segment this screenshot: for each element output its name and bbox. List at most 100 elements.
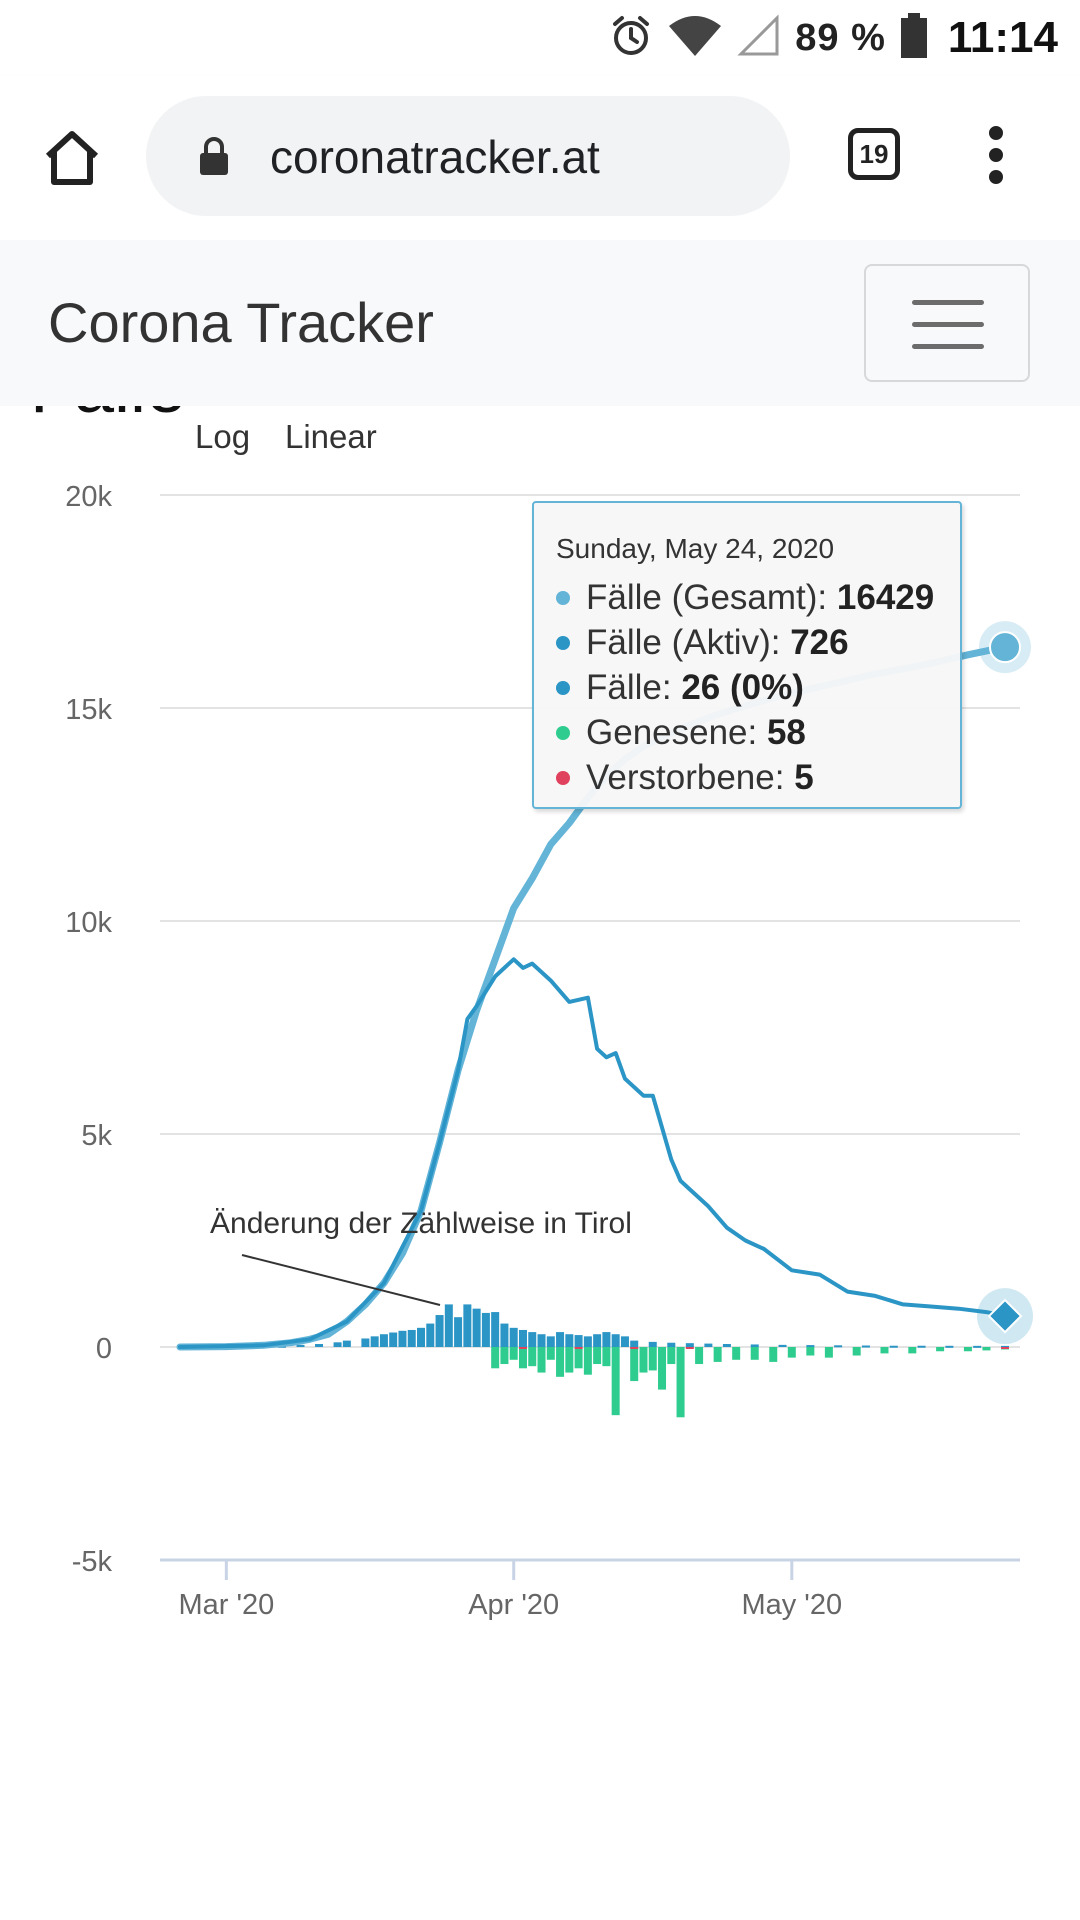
recovered-bar [648, 1347, 657, 1371]
x-tick-label: May '20 [741, 1589, 842, 1621]
bar-series [259, 1304, 1009, 1418]
active-cases-line [178, 957, 1007, 1349]
tooltip-date: Sunday, May 24, 2020 [556, 533, 835, 564]
recovered-bar [528, 1347, 537, 1367]
tooltip-dot-total [556, 590, 570, 605]
new-cases-bar [407, 1329, 416, 1347]
new-cases-bar [611, 1334, 620, 1347]
new-cases-bar [685, 1343, 694, 1347]
tooltip-dot-deaths [556, 770, 570, 785]
recovered-bar [630, 1347, 639, 1382]
new-cases-bar [342, 1340, 351, 1347]
annotation-label: Änderung der Zählweise in Tirol [210, 1207, 632, 1240]
new-cases-bar [574, 1335, 583, 1347]
log-scale-button[interactable]: Log [195, 418, 250, 455]
recovered-bar [537, 1347, 546, 1373]
recovered-bar [750, 1347, 759, 1360]
recovered-bar [676, 1347, 685, 1418]
tooltip-row-total: Fälle (Gesamt): 16429 [556, 575, 960, 620]
recovered-bar [556, 1347, 565, 1377]
recovered-bar [583, 1347, 592, 1375]
recovered-bar [611, 1347, 620, 1416]
annotation-group: Änderung der Zählweise in Tirol [210, 1207, 632, 1306]
wifi-icon [667, 14, 723, 63]
scale-toggle: Log Linear [195, 418, 377, 455]
new-cases-bar [750, 1344, 759, 1347]
active-hover-marker [987, 1298, 1023, 1334]
new-cases-bar [417, 1327, 426, 1347]
new-cases-bar [454, 1317, 463, 1347]
home-button[interactable] [40, 126, 104, 190]
new-cases-bar [472, 1308, 481, 1347]
new-cases-bar [463, 1304, 472, 1347]
x-tick-label: Mar '20 [178, 1589, 274, 1621]
new-cases-bar [491, 1312, 500, 1347]
new-cases-bar [1001, 1345, 1009, 1348]
hover-markers [977, 621, 1033, 1345]
y-tick-label: -5k [72, 1546, 113, 1578]
annotation-pointer [241, 1254, 441, 1306]
recovered-bar [695, 1347, 704, 1365]
recovered-bar [509, 1347, 518, 1360]
battery-percentage: 89 % [795, 16, 886, 59]
new-cases-bar [435, 1315, 444, 1347]
deaths-bar [630, 1347, 639, 1349]
deaths-bar [518, 1347, 527, 1349]
new-cases-bar [296, 1344, 305, 1347]
hamburger-icon [912, 300, 984, 305]
battery-icon [900, 12, 928, 64]
brand-title[interactable]: Corona Tracker [48, 291, 434, 354]
deaths-bar [1001, 1347, 1009, 1349]
recovered-bar [963, 1347, 972, 1352]
new-cases-bar [315, 1344, 324, 1347]
alarm-icon [609, 14, 653, 63]
new-cases-bar [556, 1332, 565, 1347]
deaths-bar [685, 1347, 694, 1349]
tooltip-row-active: Fälle (Aktiv): 726 [556, 620, 960, 665]
tabs-button[interactable]: 19 [848, 128, 900, 180]
recovered-bar [639, 1347, 648, 1373]
recovered-bar [667, 1347, 676, 1365]
new-cases-bar [778, 1344, 787, 1347]
status-bar: 89 % 11:14 [0, 0, 1080, 76]
new-cases-bar [528, 1332, 537, 1347]
tooltip-row-new: Fälle: 26 (0%) [556, 665, 960, 710]
new-cases-bar [398, 1330, 407, 1347]
recovered-bar [593, 1347, 602, 1365]
new-cases-bar [509, 1327, 518, 1347]
recovered-bar [574, 1347, 583, 1369]
new-cases-bar [518, 1329, 527, 1347]
tooltip-row-recovered: Genesene: 58 [556, 710, 960, 755]
new-cases-bar [333, 1342, 342, 1347]
recovered-bar [908, 1347, 917, 1354]
y-tick-label: 5k [81, 1120, 112, 1152]
home-icon [45, 131, 99, 185]
y-tick-label: 15k [65, 694, 112, 726]
recovered-bar [658, 1347, 667, 1390]
new-cases-bar [444, 1304, 453, 1347]
new-cases-bar [620, 1336, 629, 1347]
new-cases-bar [593, 1334, 602, 1347]
linear-scale-button[interactable]: Linear [285, 418, 377, 455]
recovered-bar [824, 1347, 833, 1358]
recovered-bar [518, 1347, 527, 1369]
navbar-toggler-button[interactable] [864, 264, 1030, 382]
recovered-bar [982, 1347, 991, 1351]
new-cases-bar [806, 1345, 815, 1348]
tooltip-dot-active [556, 635, 570, 650]
new-cases-bar [546, 1336, 555, 1347]
recovered-bar [769, 1347, 778, 1362]
more-vert-icon[interactable] [986, 126, 1006, 190]
new-cases-bar [834, 1345, 843, 1348]
x-axis: Mar '20 Apr '20 May '20 [178, 1560, 842, 1621]
new-cases-bar [704, 1343, 713, 1347]
tooltip-dot-recovered [556, 725, 570, 740]
y-tick-label: 0 [96, 1333, 112, 1365]
address-bar[interactable]: coronatracker.at [146, 96, 790, 216]
new-cases-bar [426, 1323, 435, 1347]
recovered-bar [732, 1347, 741, 1360]
new-cases-bar [917, 1345, 926, 1348]
recovered-bar [713, 1347, 722, 1362]
y-tick-label: 20k [65, 481, 112, 513]
new-cases-bar [667, 1342, 676, 1347]
